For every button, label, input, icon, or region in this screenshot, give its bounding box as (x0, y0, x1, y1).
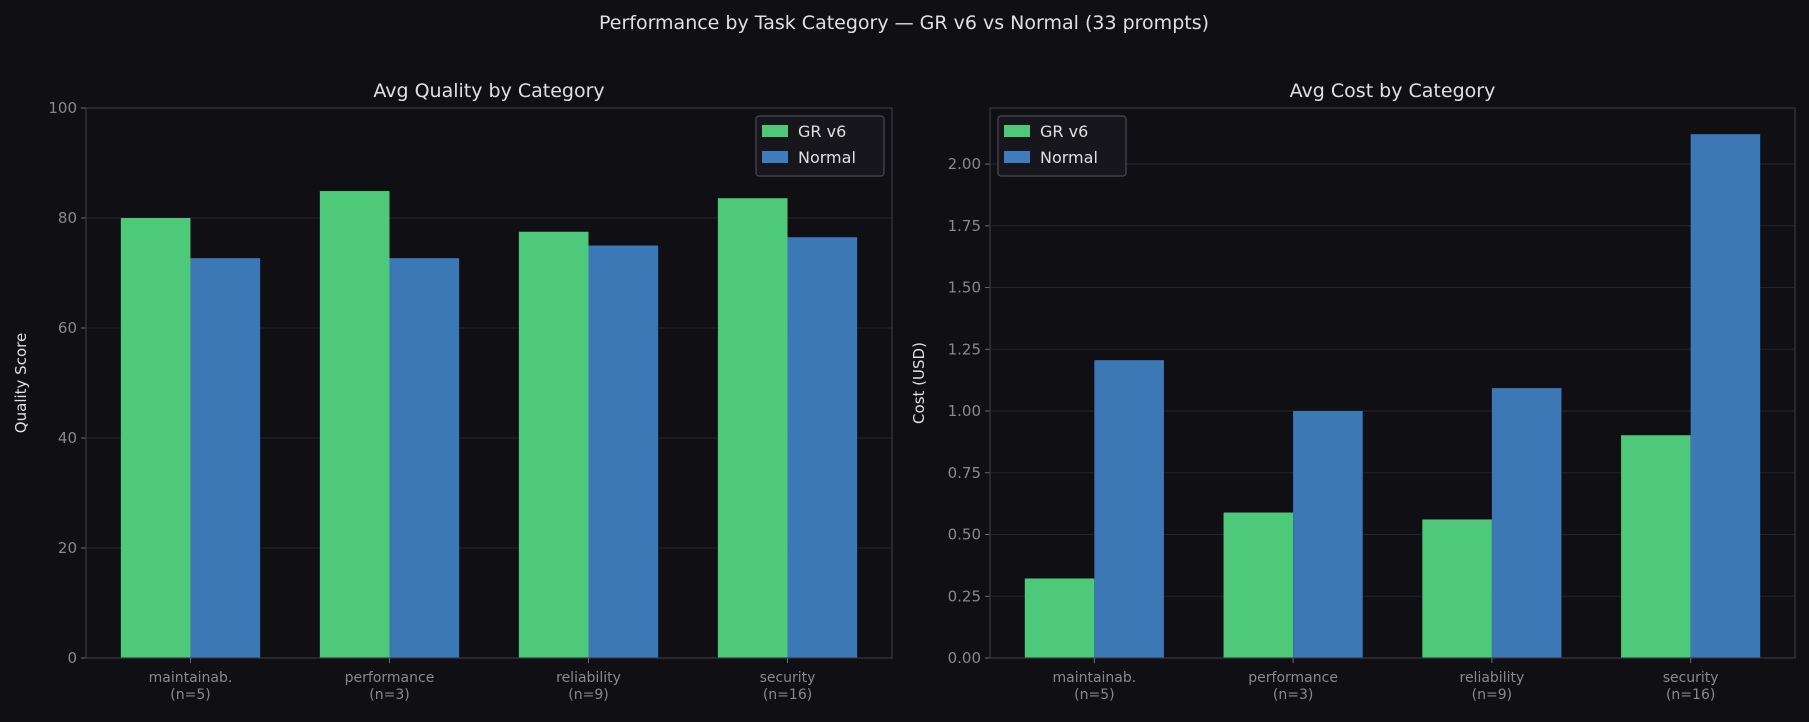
x-tick-label: performance (345, 670, 435, 686)
bar-gr-v6-4 (717, 198, 788, 658)
legend-swatch-2 (762, 151, 788, 163)
y-axis-label: Cost (USD) (910, 342, 928, 424)
chart-2: 0.00 0.25 0.50 0.75 1.00 1.25 1.50 1.75 2.00 main… (910, 80, 1796, 703)
bar-gr-v6-2 (319, 191, 390, 659)
legend: GR v6 Normal (755, 115, 885, 177)
legend-swatch-1 (762, 125, 788, 137)
x-tick-label: reliability (1460, 670, 1525, 686)
figure-suptitle: Performance by Task Category — GR v6 vs … (599, 12, 1209, 34)
bar-normal-4 (787, 237, 858, 658)
y-tick-label: 1.00 (948, 402, 981, 420)
x-tick-label: reliability (556, 670, 621, 686)
y-tick-label: 20 (58, 539, 77, 557)
legend-label-1: GR v6 (798, 122, 846, 141)
bar-normal-3 (1491, 388, 1562, 658)
x-tick-label: maintainab. (1052, 670, 1136, 686)
y-tick-label: 1.75 (948, 217, 981, 235)
bar-normal-2 (389, 258, 460, 658)
legend: GR v6 Normal (997, 115, 1127, 177)
bar-normal-4 (1690, 134, 1761, 658)
axes-frame (85, 107, 893, 659)
x-tick-label: (n=16) (763, 687, 812, 703)
legend-swatch-2 (1004, 151, 1030, 163)
bar-gr-v6-3 (1422, 519, 1492, 658)
y-tick-label: 0.50 (948, 526, 981, 544)
x-tick-label: security (760, 670, 816, 686)
bar-normal-1 (1094, 360, 1164, 658)
x-tick-label: (n=16) (1666, 687, 1715, 703)
bar-normal-1 (190, 258, 261, 658)
bar-gr-v6-1 (1024, 578, 1095, 658)
y-tick-label: 1.50 (948, 279, 981, 297)
y-tick-label: 60 (58, 319, 77, 337)
legend-swatch-1 (1004, 125, 1030, 137)
legend-label-2: Normal (798, 148, 856, 167)
x-tick-label: security (1663, 670, 1719, 686)
bar-gr-v6-4 (1621, 435, 1691, 658)
y-tick-label: 40 (58, 429, 77, 447)
x-tick-label: maintainab. (149, 670, 233, 686)
bar-gr-v6-1 (120, 218, 191, 658)
y-tick-label: 80 (58, 209, 77, 227)
chart-title: Avg Quality by Category (373, 80, 604, 102)
x-tick-label: (n=9) (1472, 687, 1512, 703)
bar-normal-2 (1293, 411, 1363, 658)
x-tick-label: performance (1248, 670, 1338, 686)
y-tick-label: 0.25 (948, 587, 981, 605)
bar-gr-v6-3 (518, 231, 589, 658)
x-tick-label: (n=9) (568, 687, 608, 703)
axes-frame (989, 107, 1796, 659)
bar-normal-3 (588, 245, 659, 658)
x-tick-label: (n=3) (369, 687, 409, 703)
legend-label-2: Normal (1040, 148, 1098, 167)
chart-1: 020406080100maintainab.(n=5)performance(… (12, 80, 893, 703)
y-axis-label: Quality Score (12, 333, 30, 433)
y-tick-label: 2.00 (948, 155, 981, 173)
legend-label-1: GR v6 (1040, 122, 1088, 141)
x-tick-label: (n=5) (1074, 687, 1114, 703)
y-tick-label: 0.00 (948, 649, 981, 667)
bar-gr-v6-2 (1223, 512, 1294, 658)
x-tick-label: (n=3) (1273, 687, 1313, 703)
y-tick-label: 100 (48, 99, 77, 117)
y-tick-label: 0.75 (948, 464, 981, 482)
y-tick-label: 0 (67, 649, 77, 667)
chart-title: Avg Cost by Category (1290, 80, 1496, 102)
y-tick-label: 1.25 (948, 340, 981, 358)
x-tick-label: (n=5) (170, 687, 210, 703)
